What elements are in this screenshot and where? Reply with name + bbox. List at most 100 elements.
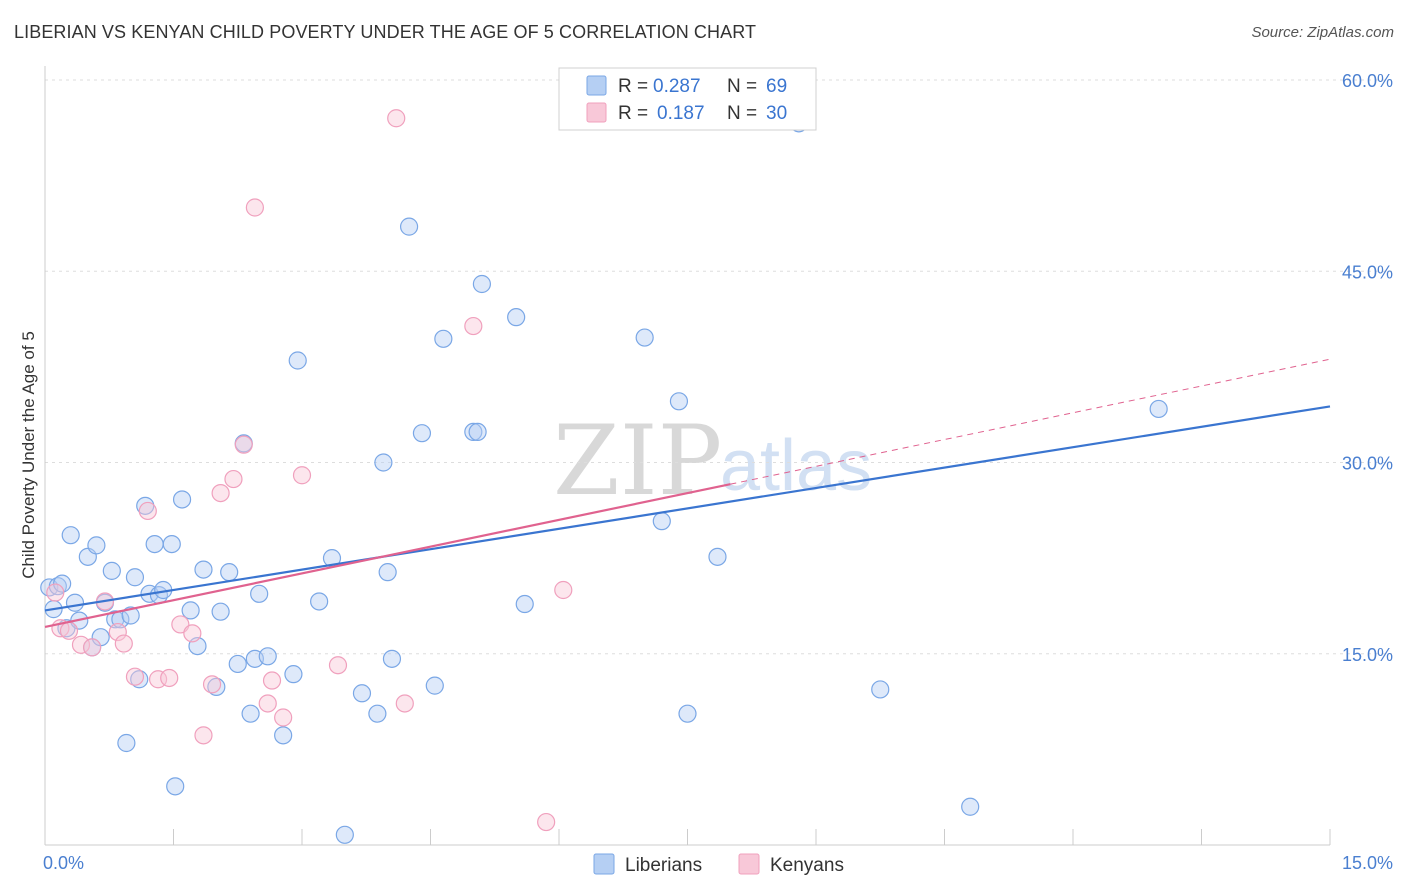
legend-n-label-2: N =	[727, 103, 757, 124]
liberian-point	[211, 602, 230, 621]
kenyans-trend-line	[44, 483, 731, 629]
kenyan-point	[125, 667, 145, 686]
liberian-point	[136, 496, 155, 515]
legend-r-label-2: R =	[618, 103, 648, 124]
trend-lines	[44, 358, 1331, 629]
liberian-point	[250, 584, 269, 603]
liberian-point	[464, 422, 483, 441]
kenyan-point	[194, 726, 213, 745]
liberian-point	[678, 704, 697, 723]
liberian-point	[378, 563, 397, 582]
bottom-legend-label-kenyans: Kenyans	[770, 855, 844, 876]
legend-swatch-kenyans	[586, 102, 607, 123]
kenyan-point	[71, 635, 91, 654]
source-credit: Source: ZipAtlas.com	[1251, 24, 1394, 41]
chart-title: LIBERIAN VS KENYAN CHILD POVERTY UNDER T…	[14, 22, 757, 42]
kenyan-point	[234, 435, 253, 454]
legend-r-value-kenyans: 0.187	[657, 103, 705, 124]
liberian-point	[382, 649, 402, 668]
kenyan-point	[183, 624, 202, 643]
kenyan-point	[114, 634, 133, 653]
liberian-point	[194, 560, 213, 579]
axes	[44, 66, 1331, 846]
liberian-point	[961, 797, 980, 816]
liberian-point	[166, 777, 185, 796]
y-tick-label-45: 45.0%	[1342, 262, 1393, 282]
liberian-point	[507, 308, 526, 327]
kenyan-point	[202, 675, 222, 694]
legend-n-label-1: N =	[727, 76, 757, 97]
liberian-point	[220, 563, 239, 582]
legend-swatch-liberians	[586, 75, 607, 96]
kenyan-point	[258, 694, 277, 713]
liberian-point	[228, 654, 247, 674]
liberian-point	[61, 526, 80, 545]
kenyan-point	[328, 656, 348, 675]
liberian-point	[125, 568, 145, 587]
kenyan-point	[537, 812, 556, 832]
liberians-points	[40, 114, 1168, 844]
bottom-legend: Liberians Kenyans	[593, 853, 844, 876]
liberian-point	[87, 536, 106, 555]
liberian-point	[1149, 399, 1168, 419]
y-tick-label-60: 60.0%	[1342, 71, 1393, 91]
liberian-point	[310, 592, 329, 611]
liberian-point	[374, 453, 393, 472]
legend-n-value-liberians: 69	[766, 76, 787, 97]
liberian-point	[65, 593, 85, 612]
liberian-point	[258, 647, 277, 666]
y-tick-label-15: 15.0%	[1342, 645, 1393, 665]
liberian-point	[172, 490, 192, 509]
kenyans-trend-extension	[730, 358, 1331, 485]
x-tick-label-max: 15.0%	[1342, 853, 1393, 873]
liberian-point	[181, 601, 200, 620]
kenyan-point	[274, 708, 293, 727]
liberian-point	[352, 684, 372, 703]
liberian-point	[368, 704, 387, 723]
kenyan-point	[387, 109, 406, 128]
kenyans-points	[46, 109, 573, 832]
liberian-point	[871, 680, 890, 699]
liberian-point	[472, 274, 491, 294]
liberian-point	[412, 424, 432, 443]
liberian-point	[335, 825, 354, 844]
legend-r-label-1: R =	[618, 76, 648, 97]
x-tick-label-min: 0.0%	[43, 853, 84, 873]
kenyan-point	[211, 484, 230, 503]
liberian-point	[162, 534, 181, 554]
kenyan-point	[224, 469, 243, 489]
liberian-point	[652, 512, 671, 531]
kenyan-point	[262, 671, 282, 690]
kenyan-point	[554, 580, 573, 600]
x-tick-labels: 0.0% 15.0%	[43, 853, 1393, 873]
kenyan-point	[138, 501, 157, 521]
liberian-point	[635, 328, 654, 347]
watermark: ZIP atlas	[553, 405, 872, 517]
liberian-point	[468, 422, 487, 441]
bottom-legend-swatch-kenyans	[738, 853, 760, 875]
liberian-point	[708, 547, 727, 566]
liberian-point	[241, 704, 260, 723]
kenyan-point	[83, 638, 102, 657]
liberians-trend-line	[44, 405, 1331, 612]
kenyan-point	[464, 316, 483, 336]
kenyan-point	[292, 466, 312, 485]
bottom-legend-label-liberians: Liberians	[625, 855, 702, 876]
kenyan-point	[59, 621, 79, 640]
legend: R = 0.287 N = 69 R = 0.187 N = 30	[558, 67, 817, 131]
kenyan-point	[245, 198, 264, 217]
liberian-point	[274, 726, 293, 745]
y-tick-labels: 15.0% 30.0% 45.0% 60.0%	[1342, 71, 1393, 665]
y-axis-label: Child Poverty Under the Age of 5	[19, 331, 38, 579]
liberian-point	[284, 665, 303, 684]
liberian-point	[515, 594, 534, 614]
liberian-point	[399, 217, 419, 236]
watermark-zip: ZIP	[553, 405, 722, 517]
bottom-legend-swatch-liberians	[593, 853, 615, 875]
liberian-point	[288, 351, 307, 370]
watermark-atlas: atlas	[720, 426, 872, 506]
kenyan-point	[46, 583, 65, 602]
kenyan-point	[108, 622, 127, 642]
grid-lines	[45, 79, 1392, 655]
